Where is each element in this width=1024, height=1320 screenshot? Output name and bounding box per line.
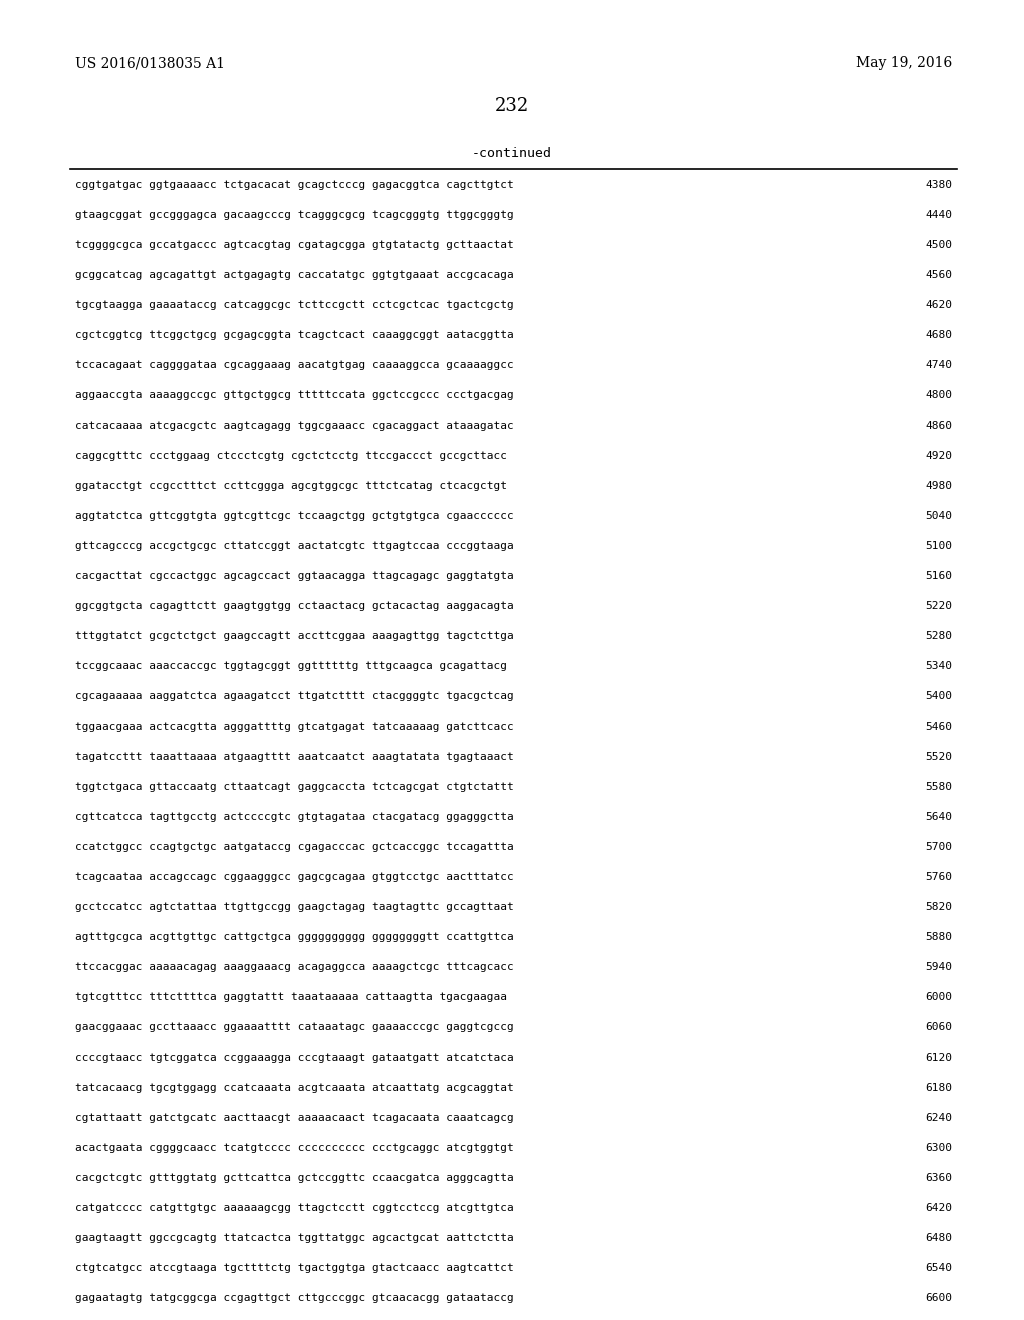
Text: 5220: 5220	[926, 601, 952, 611]
Text: gaacggaaac gccttaaacc ggaaaatttt cataaatagc gaaaacccgc gaggtcgccg: gaacggaaac gccttaaacc ggaaaatttt cataaat…	[75, 1023, 513, 1032]
Text: agtttgcgca acgttgttgc cattgctgca gggggggggg ggggggggtt ccattgttca: agtttgcgca acgttgttgc cattgctgca ggggggg…	[75, 932, 513, 942]
Text: cacgacttat cgccactggc agcagccact ggtaacagga ttagcagagc gaggtatgta: cacgacttat cgccactggc agcagccact ggtaaca…	[75, 572, 513, 581]
Text: ctgtcatgcc atccgtaaga tgcttttctg tgactggtga gtactcaacc aagtcattct: ctgtcatgcc atccgtaaga tgcttttctg tgactgg…	[75, 1263, 513, 1274]
Text: ggcggtgcta cagagttctt gaagtggtgg cctaactacg gctacactag aaggacagta: ggcggtgcta cagagttctt gaagtggtgg cctaact…	[75, 601, 513, 611]
Text: ccatctggcc ccagtgctgc aatgataccg cgagacccac gctcaccggc tccagattta: ccatctggcc ccagtgctgc aatgataccg cgagacc…	[75, 842, 513, 851]
Text: tttggtatct gcgctctgct gaagccagtt accttcggaa aaagagttgg tagctcttga: tttggtatct gcgctctgct gaagccagtt accttcg…	[75, 631, 513, 642]
Text: tggaacgaaa actcacgtta agggattttg gtcatgagat tatcaaaaag gatcttcacc: tggaacgaaa actcacgtta agggattttg gtcatga…	[75, 722, 513, 731]
Text: tgcgtaagga gaaaataccg catcaggcgc tcttccgctt cctcgctcac tgactcgctg: tgcgtaagga gaaaataccg catcaggcgc tcttccg…	[75, 300, 513, 310]
Text: tatcacaacg tgcgtggagg ccatcaaata acgtcaaata atcaattatg acgcaggtat: tatcacaacg tgcgtggagg ccatcaaata acgtcaa…	[75, 1082, 513, 1093]
Text: 232: 232	[495, 96, 529, 115]
Text: tagatccttt taaattaaaa atgaagtttt aaatcaatct aaagtatata tgagtaaact: tagatccttt taaattaaaa atgaagtttt aaatcaa…	[75, 751, 513, 762]
Text: 5100: 5100	[926, 541, 952, 550]
Text: 6060: 6060	[926, 1023, 952, 1032]
Text: ggatacctgt ccgcctttct ccttcggga agcgtggcgc tttctcatag ctcacgctgt: ggatacctgt ccgcctttct ccttcggga agcgtggc…	[75, 480, 507, 491]
Text: catgatcccc catgttgtgc aaaaaagcgg ttagctcctt cggtcctccg atcgttgtca: catgatcccc catgttgtgc aaaaaagcgg ttagctc…	[75, 1203, 513, 1213]
Text: aggaaccgta aaaaggccgc gttgctggcg tttttccata ggctccgccc ccctgacgag: aggaaccgta aaaaggccgc gttgctggcg tttttcc…	[75, 391, 513, 400]
Text: 6000: 6000	[926, 993, 952, 1002]
Text: 5820: 5820	[926, 902, 952, 912]
Text: May 19, 2016: May 19, 2016	[856, 57, 952, 70]
Text: 6180: 6180	[926, 1082, 952, 1093]
Text: 4380: 4380	[926, 180, 952, 190]
Text: caggcgtttc ccctggaag ctccctcgtg cgctctcctg ttccgaccct gccgcttacc: caggcgtttc ccctggaag ctccctcgtg cgctctcc…	[75, 450, 507, 461]
Text: gaagtaagtt ggccgcagtg ttatcactca tggttatggc agcactgcat aattctctta: gaagtaagtt ggccgcagtg ttatcactca tggttat…	[75, 1233, 513, 1243]
Text: 4440: 4440	[926, 210, 952, 220]
Text: cgttcatcca tagttgcctg actccccgtc gtgtagataa ctacgatacg ggagggctta: cgttcatcca tagttgcctg actccccgtc gtgtaga…	[75, 812, 513, 822]
Text: 6480: 6480	[926, 1233, 952, 1243]
Text: ccccgtaacc tgtcggatca ccggaaagga cccgtaaagt gataatgatt atcatctaca: ccccgtaacc tgtcggatca ccggaaagga cccgtaa…	[75, 1052, 513, 1063]
Text: tcagcaataa accagccagc cggaagggcc gagcgcagaa gtggtcctgc aactttatcc: tcagcaataa accagccagc cggaagggcc gagcgca…	[75, 873, 513, 882]
Text: 4560: 4560	[926, 271, 952, 280]
Text: US 2016/0138035 A1: US 2016/0138035 A1	[75, 57, 224, 70]
Text: 5580: 5580	[926, 781, 952, 792]
Text: cgctcggtcg ttcggctgcg gcgagcggta tcagctcact caaaggcggt aatacggtta: cgctcggtcg ttcggctgcg gcgagcggta tcagctc…	[75, 330, 513, 341]
Text: 6360: 6360	[926, 1173, 952, 1183]
Text: aggtatctca gttcggtgta ggtcgttcgc tccaagctgg gctgtgtgca cgaacccccc: aggtatctca gttcggtgta ggtcgttcgc tccaagc…	[75, 511, 513, 521]
Text: 5280: 5280	[926, 631, 952, 642]
Text: 4800: 4800	[926, 391, 952, 400]
Text: 5520: 5520	[926, 751, 952, 762]
Text: 5040: 5040	[926, 511, 952, 521]
Text: 5160: 5160	[926, 572, 952, 581]
Text: 4740: 4740	[926, 360, 952, 371]
Text: catcacaaaa atcgacgctc aagtcagagg tggcgaaacc cgacaggact ataaagatac: catcacaaaa atcgacgctc aagtcagagg tggcgaa…	[75, 421, 513, 430]
Text: 5400: 5400	[926, 692, 952, 701]
Text: -continued: -continued	[472, 147, 552, 160]
Text: ttccacggac aaaaacagag aaaggaaacg acagaggcca aaaagctcgc tttcagcacc: ttccacggac aaaaacagag aaaggaaacg acagagg…	[75, 962, 513, 973]
Text: tcggggcgca gccatgaccc agtcacgtag cgatagcgga gtgtatactg gcttaactat: tcggggcgca gccatgaccc agtcacgtag cgatagc…	[75, 240, 513, 249]
Text: cacgctcgtc gtttggtatg gcttcattca gctccggttc ccaacgatca agggcagtta: cacgctcgtc gtttggtatg gcttcattca gctccgg…	[75, 1173, 513, 1183]
Text: 4980: 4980	[926, 480, 952, 491]
Text: 4680: 4680	[926, 330, 952, 341]
Text: tccggcaaac aaaccaccgc tggtagcggt ggttttttg tttgcaagca gcagattacg: tccggcaaac aaaccaccgc tggtagcggt ggttttt…	[75, 661, 507, 672]
Text: tccacagaat caggggataa cgcaggaaag aacatgtgag caaaaggcca gcaaaaggcc: tccacagaat caggggataa cgcaggaaag aacatgt…	[75, 360, 513, 371]
Text: acactgaata cggggcaacc tcatgtcccc cccccccccc ccctgcaggc atcgtggtgt: acactgaata cggggcaacc tcatgtcccc ccccccc…	[75, 1143, 513, 1152]
Text: 5340: 5340	[926, 661, 952, 672]
Text: 6300: 6300	[926, 1143, 952, 1152]
Text: 5880: 5880	[926, 932, 952, 942]
Text: 6600: 6600	[926, 1294, 952, 1303]
Text: gttcagcccg accgctgcgc cttatccggt aactatcgtc ttgagtccaa cccggtaaga: gttcagcccg accgctgcgc cttatccggt aactatc…	[75, 541, 513, 550]
Text: 4860: 4860	[926, 421, 952, 430]
Text: 6540: 6540	[926, 1263, 952, 1274]
Text: 6240: 6240	[926, 1113, 952, 1123]
Text: gcctccatcc agtctattaa ttgttgccgg gaagctagag taagtagttc gccagttaat: gcctccatcc agtctattaa ttgttgccgg gaagcta…	[75, 902, 513, 912]
Text: 5940: 5940	[926, 962, 952, 973]
Text: cgcagaaaaa aaggatctca agaagatcct ttgatctttt ctacggggtc tgacgctcag: cgcagaaaaa aaggatctca agaagatcct ttgatct…	[75, 692, 513, 701]
Text: 5760: 5760	[926, 873, 952, 882]
Text: 4620: 4620	[926, 300, 952, 310]
Text: cgtattaatt gatctgcatc aacttaacgt aaaaacaact tcagacaata caaatcagcg: cgtattaatt gatctgcatc aacttaacgt aaaaaca…	[75, 1113, 513, 1123]
Text: 5700: 5700	[926, 842, 952, 851]
Text: 6120: 6120	[926, 1052, 952, 1063]
Text: 4500: 4500	[926, 240, 952, 249]
Text: 4920: 4920	[926, 450, 952, 461]
Text: 6420: 6420	[926, 1203, 952, 1213]
Text: 5640: 5640	[926, 812, 952, 822]
Text: tggtctgaca gttaccaatg cttaatcagt gaggcaccta tctcagcgat ctgtctattt: tggtctgaca gttaccaatg cttaatcagt gaggcac…	[75, 781, 513, 792]
Text: tgtcgtttcc tttcttttca gaggtattt taaataaaaa cattaagtta tgacgaagaa: tgtcgtttcc tttcttttca gaggtattt taaataaa…	[75, 993, 507, 1002]
Text: cggtgatgac ggtgaaaacc tctgacacat gcagctcccg gagacggtca cagcttgtct: cggtgatgac ggtgaaaacc tctgacacat gcagctc…	[75, 180, 513, 190]
Text: gagaatagtg tatgcggcga ccgagttgct cttgcccggc gtcaacacgg gataataccg: gagaatagtg tatgcggcga ccgagttgct cttgccc…	[75, 1294, 513, 1303]
Text: gcggcatcag agcagattgt actgagagtg caccatatgc ggtgtgaaat accgcacaga: gcggcatcag agcagattgt actgagagtg caccata…	[75, 271, 513, 280]
Text: 5460: 5460	[926, 722, 952, 731]
Text: gtaagcggat gccgggagca gacaagcccg tcagggcgcg tcagcgggtg ttggcgggtg: gtaagcggat gccgggagca gacaagcccg tcagggc…	[75, 210, 513, 220]
